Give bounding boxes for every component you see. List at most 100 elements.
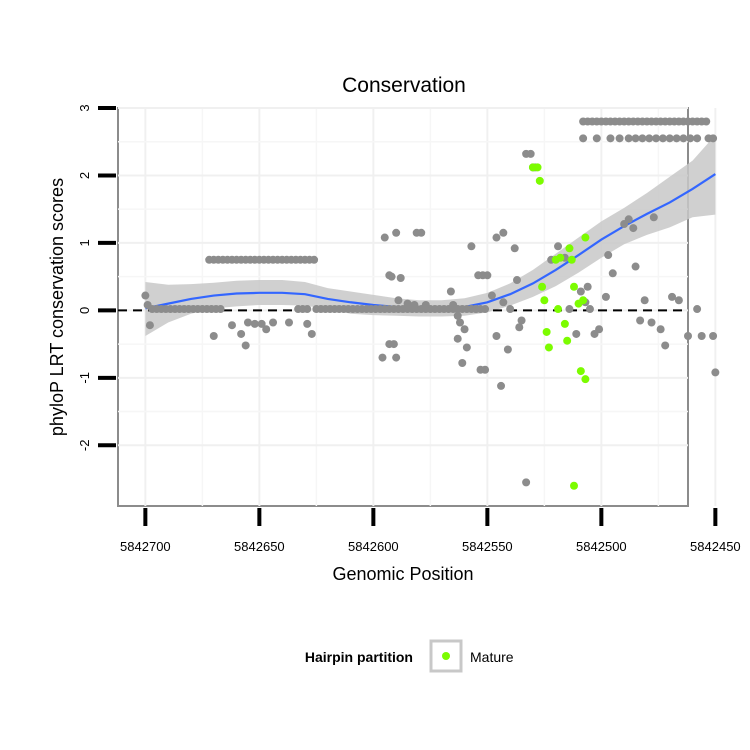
mature-point bbox=[540, 296, 549, 305]
mature-point bbox=[560, 319, 569, 328]
other-point bbox=[492, 233, 501, 242]
other-point bbox=[697, 332, 706, 341]
other-point bbox=[572, 329, 581, 338]
other-point bbox=[394, 296, 403, 305]
other-point bbox=[608, 269, 617, 278]
other-point bbox=[513, 276, 521, 285]
other-point bbox=[262, 325, 271, 334]
mature-point bbox=[570, 282, 578, 291]
mature-point bbox=[544, 343, 553, 352]
other-point bbox=[310, 255, 319, 264]
other-point bbox=[380, 233, 389, 242]
mature-point bbox=[581, 233, 590, 242]
other-point bbox=[585, 305, 594, 314]
other-point bbox=[421, 300, 430, 309]
other-point bbox=[453, 334, 462, 343]
other-point bbox=[615, 134, 624, 143]
mature-point bbox=[576, 367, 585, 376]
other-point bbox=[467, 242, 476, 251]
other-point bbox=[387, 272, 396, 281]
mature-point bbox=[563, 336, 572, 345]
other-point bbox=[403, 299, 412, 308]
other-point bbox=[499, 228, 508, 237]
other-point bbox=[652, 134, 661, 143]
y-tick-label: 1 bbox=[77, 239, 92, 246]
y-tick-label: -2 bbox=[77, 440, 92, 452]
other-point bbox=[503, 345, 512, 354]
other-point bbox=[257, 319, 266, 328]
other-point bbox=[638, 134, 647, 143]
other-point bbox=[661, 341, 670, 350]
other-point bbox=[446, 287, 455, 296]
other-point bbox=[522, 478, 531, 487]
other-point bbox=[631, 134, 640, 143]
other-point bbox=[458, 358, 467, 367]
other-point bbox=[410, 300, 419, 309]
x-axis-label: Genomic Position bbox=[332, 564, 473, 584]
other-point bbox=[583, 282, 592, 291]
other-point bbox=[492, 332, 501, 341]
other-point bbox=[565, 305, 574, 314]
other-point bbox=[389, 340, 398, 349]
other-point bbox=[702, 117, 711, 126]
mature-point bbox=[535, 176, 544, 185]
legend-label-mature: Mature bbox=[470, 649, 514, 665]
other-point bbox=[456, 318, 464, 327]
other-point bbox=[624, 215, 633, 224]
other-point bbox=[629, 224, 638, 233]
other-point bbox=[709, 332, 718, 341]
other-point bbox=[460, 325, 469, 334]
other-point bbox=[396, 273, 405, 282]
other-point bbox=[510, 244, 519, 253]
other-point bbox=[645, 134, 654, 143]
grid-lines bbox=[118, 107, 717, 506]
other-point bbox=[601, 292, 610, 301]
other-point bbox=[307, 329, 316, 338]
other-point bbox=[481, 365, 490, 374]
other-point bbox=[145, 321, 154, 330]
confidence-band bbox=[145, 134, 716, 337]
x-tick-label: 5842700 bbox=[120, 539, 171, 554]
other-point bbox=[684, 332, 692, 341]
other-point bbox=[462, 343, 471, 352]
other-point bbox=[285, 318, 293, 327]
other-point bbox=[228, 321, 236, 330]
other-point bbox=[378, 353, 387, 362]
mature-point bbox=[542, 327, 551, 336]
other-point bbox=[506, 305, 515, 314]
mature-point bbox=[538, 282, 547, 291]
y-tick-label: 3 bbox=[77, 104, 92, 111]
other-point bbox=[576, 287, 585, 296]
mature-point bbox=[554, 305, 563, 314]
x-tick-label: 5842550 bbox=[462, 539, 513, 554]
other-point bbox=[672, 134, 681, 143]
other-point bbox=[647, 318, 656, 327]
mature-point bbox=[567, 255, 576, 264]
other-point bbox=[686, 134, 695, 143]
other-point bbox=[674, 296, 683, 305]
other-point bbox=[606, 134, 615, 143]
other-point bbox=[640, 296, 649, 305]
other-point bbox=[693, 305, 702, 314]
other-point bbox=[579, 134, 588, 143]
chart-title: Conservation bbox=[342, 74, 466, 97]
other-point bbox=[636, 316, 645, 325]
other-point bbox=[241, 341, 250, 350]
other-point bbox=[624, 134, 633, 143]
other-point bbox=[515, 323, 524, 332]
legend-title: Hairpin partition bbox=[305, 649, 413, 665]
other-point bbox=[709, 134, 718, 143]
other-point bbox=[595, 325, 604, 334]
other-point bbox=[499, 298, 508, 307]
other-point bbox=[392, 228, 401, 237]
other-point bbox=[665, 134, 674, 143]
mature-point bbox=[581, 375, 590, 384]
other-point bbox=[243, 318, 252, 327]
other-point bbox=[592, 134, 601, 143]
other-point bbox=[392, 353, 401, 362]
mature-point bbox=[570, 481, 578, 490]
other-point bbox=[237, 329, 246, 338]
other-point bbox=[517, 316, 526, 325]
other-point bbox=[303, 305, 312, 314]
